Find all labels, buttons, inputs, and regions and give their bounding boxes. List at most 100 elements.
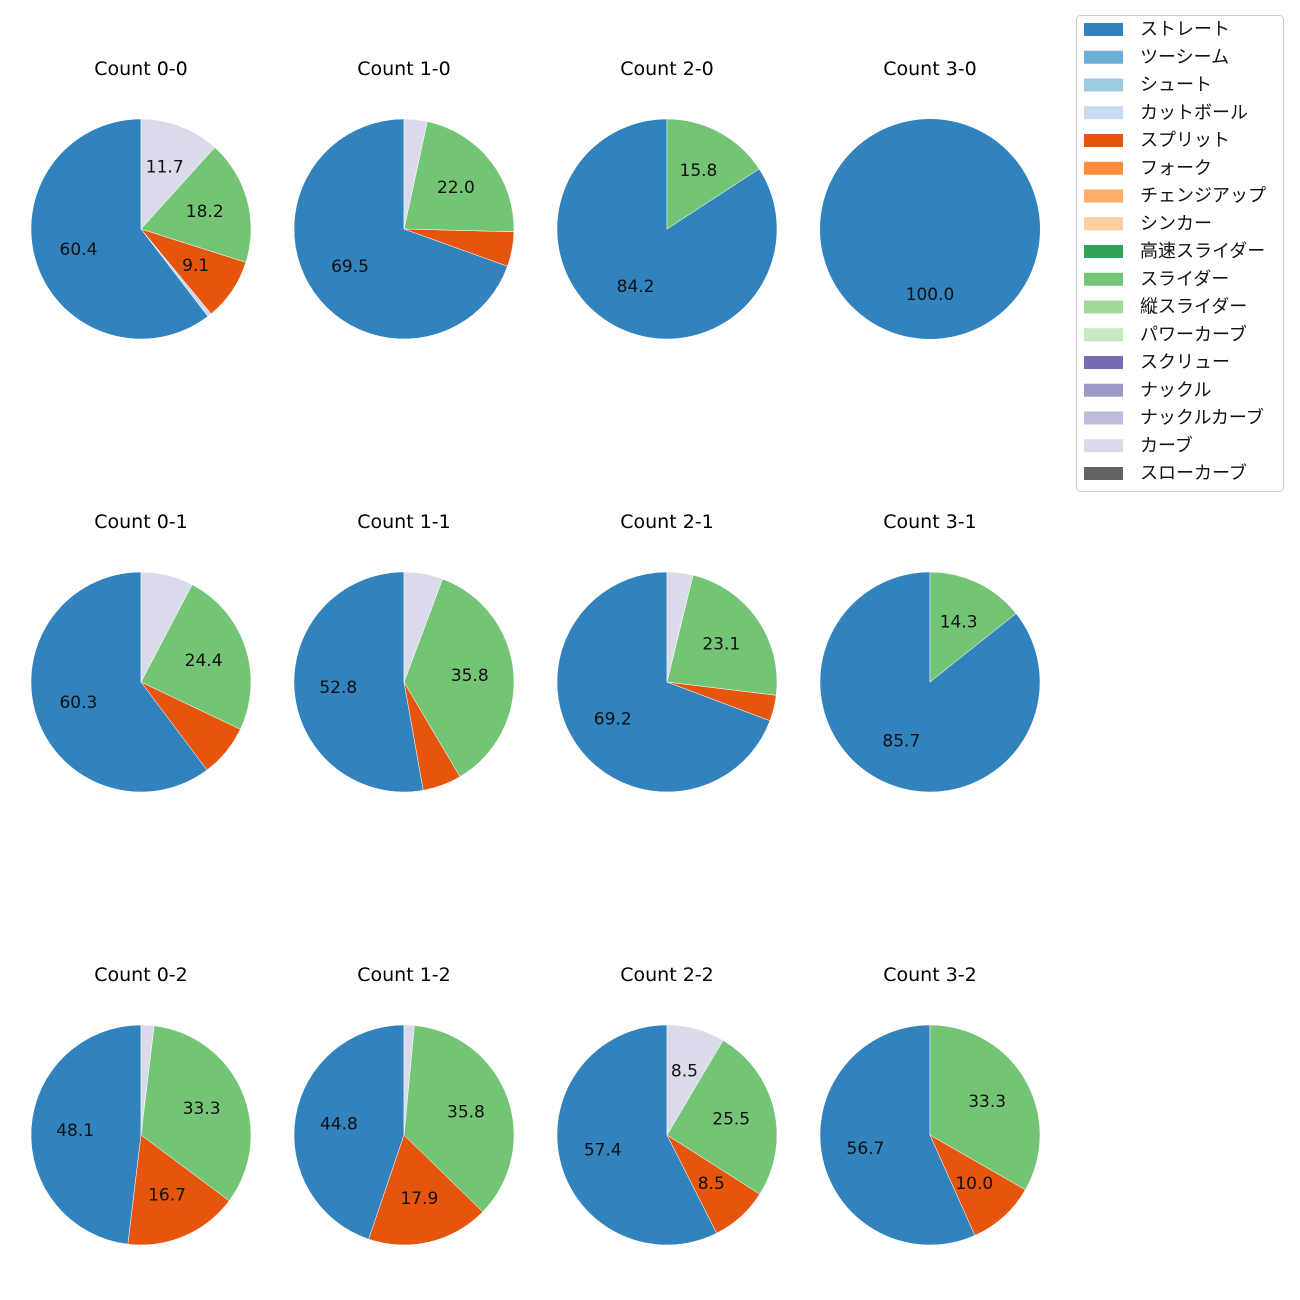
pie-count-0-2: Count 0-2 48.1 16.7 33.3	[30, 964, 252, 1246]
pie-count-2-2: Count 2-2 57.4 8.5 25.5 8.5	[556, 964, 778, 1246]
pie-title: Count 1-1	[357, 511, 451, 533]
pie-slice-ストレート	[556, 571, 771, 793]
legend-label: スプリット	[1140, 130, 1230, 151]
legend-label: フォーク	[1140, 158, 1212, 179]
pie-slice-カーブ	[140, 118, 216, 230]
pie-slice-スライダー	[140, 1025, 252, 1202]
slice-label: 60.3	[59, 693, 97, 713]
pie-slice-カーブ	[140, 1024, 155, 1136]
pie-title: Count 2-0	[620, 58, 714, 80]
legend-label: カットボール	[1140, 102, 1248, 123]
legend-label: 高速スライダー	[1140, 241, 1265, 262]
pie-slice-スプリット	[368, 1134, 484, 1246]
pie-title: Count 0-0	[94, 58, 188, 80]
legend: ストレートツーシームシュートカットボールスプリットフォークチェンジアップシンカー…	[1076, 15, 1284, 492]
pie-slice-スライダー	[403, 578, 515, 778]
slice-label: 100.0	[906, 285, 955, 305]
pie-slice-ストレート	[30, 118, 209, 340]
pie-slice-スライダー	[666, 574, 778, 696]
legend-swatch	[1084, 78, 1123, 92]
legend-swatch	[1084, 300, 1123, 314]
legend-label: スクリュー	[1140, 352, 1230, 373]
pie-count-0-0: Count 0-0 60.4 9.1 18.2 11.7	[30, 58, 252, 340]
pie-slice-ストレート	[30, 1024, 142, 1245]
legend-label: ナックルカーブ	[1140, 407, 1264, 429]
legend-swatch	[1084, 439, 1123, 453]
slice-label: 56.7	[847, 1139, 885, 1159]
pie-title: Count 0-1	[94, 511, 188, 533]
legend-swatch	[1084, 272, 1123, 286]
slice-label: 35.8	[451, 666, 489, 686]
legend-label: ツーシーム	[1140, 47, 1229, 68]
pie-slice-スライダー	[140, 584, 252, 730]
slice-label: 17.9	[400, 1189, 438, 1209]
pie-count-3-0: Count 3-0 100.0	[820, 58, 1040, 339]
slice-label: 60.4	[60, 240, 98, 260]
pie-slice-カーブ	[140, 571, 193, 683]
pie-count-2-0: Count 2-0 84.2 15.8	[556, 58, 778, 340]
legend-swatch	[1084, 245, 1123, 258]
slice-label: 18.2	[186, 202, 224, 222]
pie-count-2-1: Count 2-1 69.2 23.1	[556, 511, 778, 793]
legend-label: シュート	[1140, 75, 1212, 96]
slice-label: 44.8	[320, 1114, 358, 1134]
slice-label: 14.3	[940, 613, 978, 633]
pie-slice-スプリット	[127, 1134, 230, 1246]
pie-count-1-2: Count 1-2 44.8 17.9 35.8	[293, 964, 515, 1246]
legend-swatch	[1084, 50, 1123, 64]
slice-label: 11.7	[146, 157, 184, 177]
pie-count-3-2: Count 3-2 56.7 10.0 33.3	[819, 964, 1041, 1246]
slice-label: 23.1	[702, 634, 740, 654]
legend-swatch	[1084, 467, 1123, 480]
pie-slice-ストレート	[30, 571, 208, 793]
slice-label: 69.2	[594, 710, 632, 730]
legend-label: カーブ	[1140, 434, 1193, 456]
slice-label: 85.7	[882, 731, 920, 751]
legend-swatch	[1084, 23, 1123, 36]
legend-swatch	[1084, 356, 1123, 369]
legend-swatch	[1084, 134, 1123, 147]
slice-label: 52.8	[319, 678, 357, 698]
pie-slice-カーブ	[403, 571, 443, 683]
pie-slice-スライダー	[140, 147, 252, 263]
legend-swatch	[1084, 328, 1123, 342]
slice-label: 35.8	[447, 1102, 485, 1122]
pie-slice-スライダー	[403, 1025, 515, 1213]
legend-swatch	[1084, 383, 1123, 397]
pie-slice-スライダー	[666, 118, 760, 230]
pie-title: Count 0-2	[94, 964, 188, 986]
legend-label: スライダー	[1140, 269, 1229, 290]
slice-label: 33.3	[968, 1092, 1006, 1112]
pie-slice-スライダー	[403, 121, 515, 233]
pie-slice-カーブ	[666, 571, 694, 683]
slice-label: 22.0	[437, 178, 475, 198]
slice-label: 57.4	[584, 1140, 622, 1160]
pie-slice-カーブ	[666, 1024, 724, 1136]
pie-slice-ストレート	[819, 1024, 976, 1246]
legend-label: 縦スライダー	[1140, 297, 1247, 318]
pie-slice-スライダー	[929, 1024, 1041, 1191]
legend-swatch	[1084, 411, 1123, 425]
legend-swatch	[1084, 217, 1123, 231]
pie-title: Count 2-1	[620, 511, 714, 533]
pie-title: Count 3-2	[883, 964, 977, 986]
slice-label: 24.4	[185, 651, 223, 671]
pie-slice-スライダー	[929, 571, 1017, 683]
pie-slice-ストレート	[820, 119, 1040, 339]
slice-label: 9.1	[182, 256, 209, 276]
legend-label: パワーカーブ	[1140, 323, 1247, 345]
slice-label: 16.7	[148, 1186, 186, 1206]
pie-slice-カーブ	[403, 1024, 415, 1136]
pie-slice-スライダー	[666, 1040, 778, 1195]
slice-label: 25.5	[712, 1110, 750, 1130]
legend-swatch	[1084, 161, 1123, 175]
legend-swatch	[1084, 189, 1123, 203]
slice-label: 33.3	[183, 1099, 221, 1119]
slice-label: 8.5	[698, 1174, 725, 1194]
legend-label: スローカーブ	[1140, 462, 1247, 484]
pie-slice-ストレート	[293, 1024, 405, 1240]
pie-title: Count 2-2	[620, 964, 714, 986]
legend-label: シンカー	[1140, 213, 1212, 234]
